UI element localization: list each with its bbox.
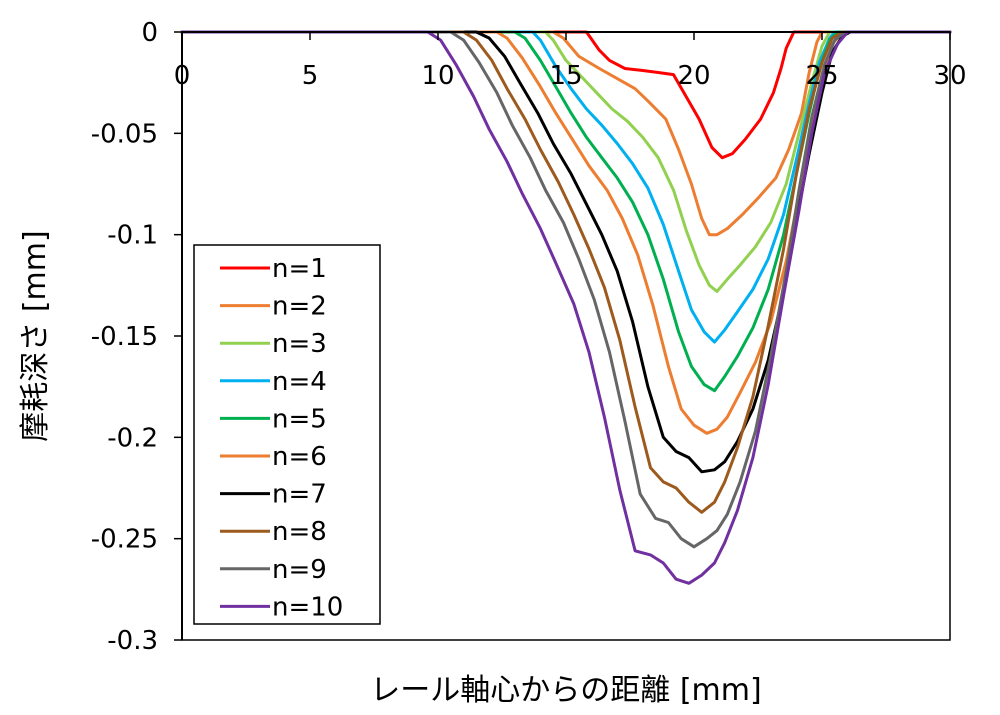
legend-box bbox=[193, 244, 381, 625]
y-tick-label: 0 bbox=[141, 18, 158, 48]
x-tick-label: 0 bbox=[174, 61, 191, 91]
x-tick-label: 30 bbox=[933, 61, 966, 91]
y-tick-label: -0.05 bbox=[91, 119, 158, 149]
y-tick-label: -0.2 bbox=[107, 423, 158, 453]
legend-label: n=2 bbox=[272, 292, 327, 322]
x-axis-ticks: 0 5 10 15 20 25 30 bbox=[174, 32, 967, 91]
y-tick-label: -0.25 bbox=[91, 525, 158, 555]
x-tick-label: 20 bbox=[677, 61, 710, 91]
series-line-8 bbox=[180, 30, 952, 514]
series-line-1 bbox=[180, 30, 952, 160]
y-tick-label: -0.15 bbox=[91, 322, 158, 352]
series-line-10 bbox=[180, 30, 952, 585]
legend-label: n=3 bbox=[272, 329, 327, 359]
legend-label: n=7 bbox=[272, 480, 327, 510]
series-line-2 bbox=[180, 30, 952, 237]
legend-label: n=6 bbox=[272, 442, 327, 472]
x-axis-title: レール軸心からの距離 [mm] bbox=[370, 673, 761, 708]
series-line-9 bbox=[180, 30, 952, 549]
x-tick-label: 15 bbox=[549, 61, 582, 91]
y-tick-label: -0.1 bbox=[107, 221, 158, 251]
y-tick-label: -0.3 bbox=[107, 626, 158, 656]
series-layer bbox=[180, 30, 952, 585]
series-line-3 bbox=[180, 30, 952, 293]
legend-label: n=5 bbox=[272, 404, 327, 434]
legend-label: n=9 bbox=[272, 555, 327, 585]
y-axis-ticks: 0 -0.05 -0.1 -0.15 -0.2 -0.25 -0.3 bbox=[91, 18, 182, 656]
legend-label: n=4 bbox=[272, 367, 327, 397]
y-axis-title: 摩耗深さ [mm] bbox=[18, 230, 53, 441]
x-tick-label: 5 bbox=[302, 61, 319, 91]
legend: n=1 n=2 n=3 n=4 n=5 n=6 n=7 n=8 n=9 n=10 bbox=[193, 244, 381, 625]
x-tick-label: 25 bbox=[805, 61, 838, 91]
legend-label: n=1 bbox=[272, 254, 327, 284]
legend-label: n=10 bbox=[272, 592, 343, 622]
legend-label: n=8 bbox=[272, 517, 327, 547]
x-tick-label: 10 bbox=[421, 61, 454, 91]
